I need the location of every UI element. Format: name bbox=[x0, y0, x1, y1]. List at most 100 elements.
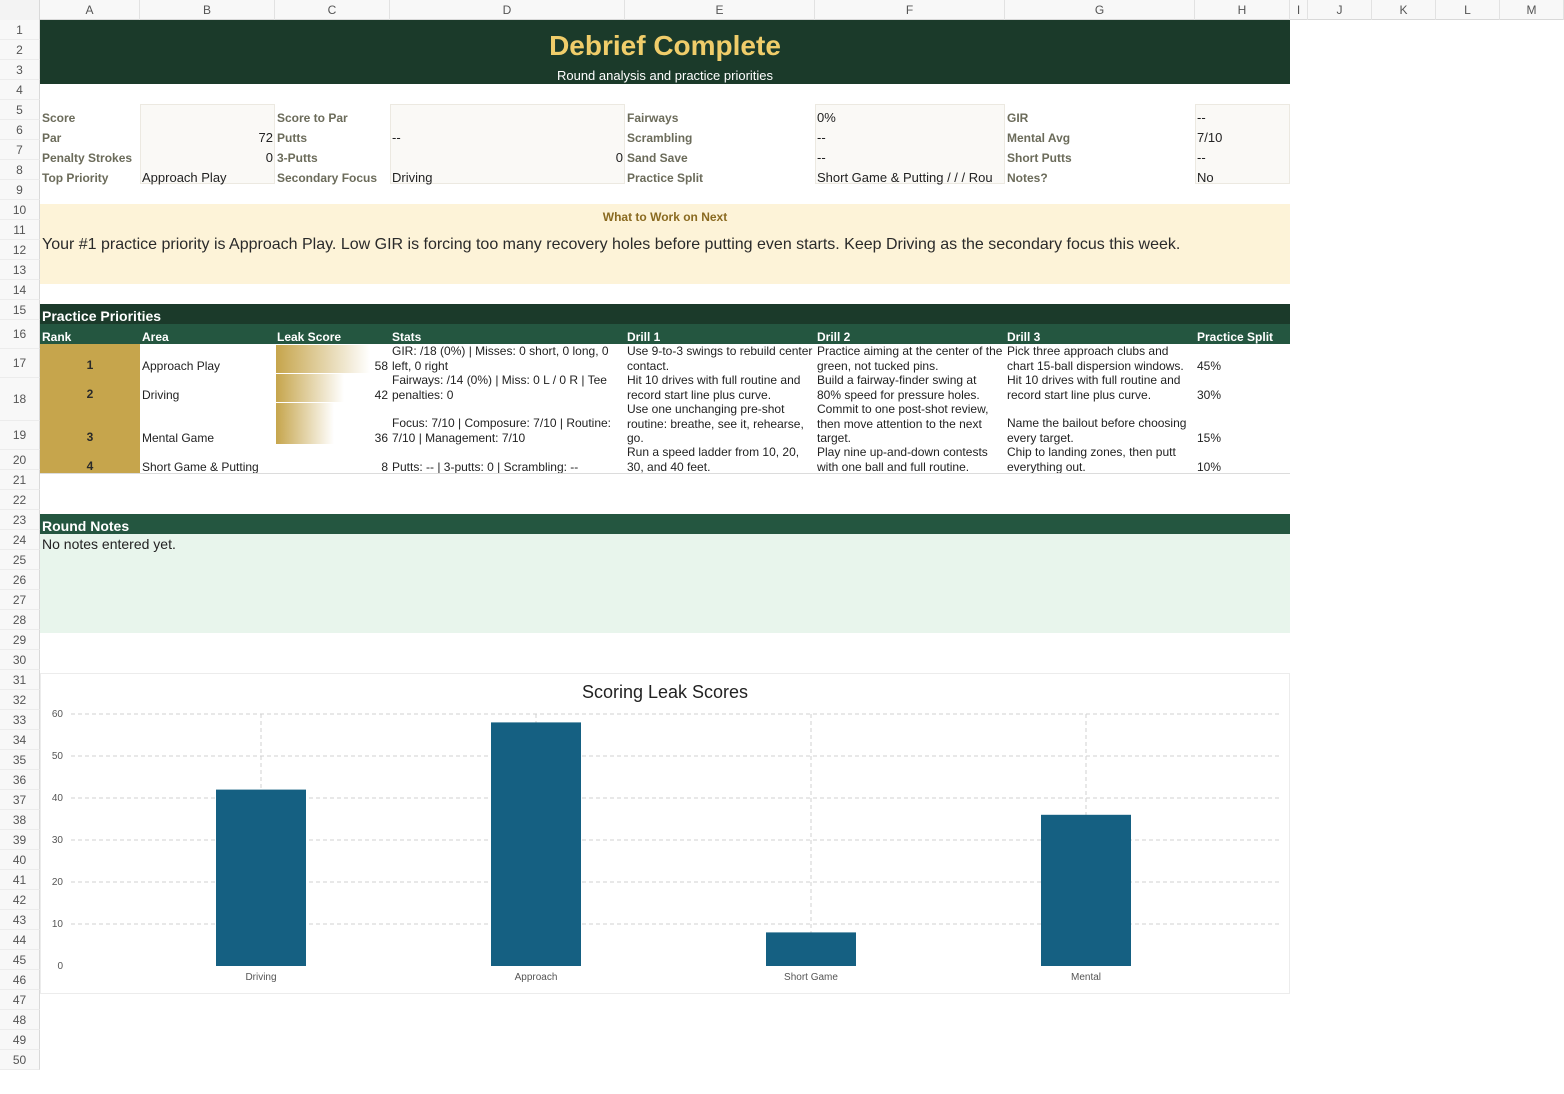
row-header[interactable]: 28 bbox=[0, 610, 40, 630]
par-value[interactable]: 72 bbox=[258, 130, 273, 145]
row-header[interactable]: 14 bbox=[0, 280, 40, 300]
bar-driving[interactable] bbox=[216, 789, 306, 966]
bar-approach[interactable] bbox=[491, 722, 581, 966]
stats-cell[interactable]: Fairways: /14 (0%) | Miss: 0 L / 0 R | T… bbox=[392, 373, 607, 402]
column-header-f[interactable]: F bbox=[815, 0, 1005, 20]
drill-3-cell[interactable]: Pick three approach clubs and chart 15-b… bbox=[1007, 344, 1184, 373]
row-header[interactable]: 45 bbox=[0, 950, 40, 970]
row-header[interactable]: 34 bbox=[0, 730, 40, 750]
row-header[interactable]: 9 bbox=[0, 180, 40, 200]
bar-mental[interactable] bbox=[1041, 814, 1131, 966]
row-header[interactable]: 23 bbox=[0, 510, 40, 530]
area-cell[interactable]: Short Game & Putting bbox=[142, 460, 259, 474]
column-header-m[interactable]: M bbox=[1500, 0, 1564, 20]
row-header[interactable]: 1 bbox=[0, 20, 40, 40]
row-header[interactable]: 48 bbox=[0, 1010, 40, 1030]
stats-cell[interactable]: Putts: -- | 3-putts: 0 | Scrambling: -- bbox=[392, 460, 579, 474]
row-header[interactable]: 7 bbox=[0, 140, 40, 160]
row-header[interactable]: 25 bbox=[0, 550, 40, 570]
row-header[interactable]: 11 bbox=[0, 220, 40, 240]
column-header-e[interactable]: E bbox=[625, 0, 815, 20]
scoring-leak-chart[interactable]: Scoring Leak Scores 0 10 20 30 40 50 60 Driving… bbox=[40, 673, 1290, 994]
row-header[interactable]: 37 bbox=[0, 790, 40, 810]
row-header[interactable]: 32 bbox=[0, 690, 40, 710]
practice-split-cell[interactable]: 15% bbox=[1197, 431, 1222, 445]
row-header[interactable]: 13 bbox=[0, 260, 40, 280]
drill-2-cell[interactable]: Practice aiming at the center of the gre… bbox=[817, 344, 1003, 373]
secondary-focus-value[interactable]: Driving bbox=[392, 170, 433, 185]
mental-avg-value[interactable]: 7/10 bbox=[1197, 130, 1223, 145]
column-header-h[interactable]: H bbox=[1195, 0, 1290, 20]
row-header[interactable]: 8 bbox=[0, 160, 40, 180]
row-header[interactable]: 16 bbox=[0, 320, 40, 349]
row-header[interactable]: 35 bbox=[0, 750, 40, 770]
drill-3-cell[interactable]: Chip to landing zones, then putt everyth… bbox=[1007, 445, 1176, 474]
column-header-j[interactable]: J bbox=[1308, 0, 1372, 20]
row-header[interactable]: 24 bbox=[0, 530, 40, 550]
drill-3-cell[interactable]: Hit 10 drives with full routine and reco… bbox=[1007, 373, 1181, 402]
column-header-k[interactable]: K bbox=[1372, 0, 1436, 20]
notes-flag-value[interactable]: No bbox=[1197, 170, 1214, 185]
area-cell[interactable]: Approach Play bbox=[142, 359, 221, 373]
practice-split-cell[interactable]: 30% bbox=[1197, 388, 1222, 402]
area-cell[interactable]: Driving bbox=[142, 388, 180, 402]
row-header[interactable]: 38 bbox=[0, 810, 40, 830]
rank-cell[interactable]: 1 bbox=[40, 344, 140, 373]
drill-1-cell[interactable]: Run a speed ladder from 10, 20, 30, and … bbox=[627, 445, 800, 474]
row-header[interactable]: 50 bbox=[0, 1050, 40, 1070]
rank-cell[interactable]: 2 bbox=[40, 373, 140, 402]
sand-save-value[interactable]: -- bbox=[817, 150, 826, 165]
stats-cell[interactable]: Focus: 7/10 | Composure: 7/10 | Routine:… bbox=[392, 416, 612, 445]
column-header-g[interactable]: G bbox=[1005, 0, 1195, 20]
leak-score-value[interactable]: 58 bbox=[374, 359, 388, 373]
practice-split-cell[interactable]: 45% bbox=[1197, 359, 1222, 373]
column-header-c[interactable]: C bbox=[275, 0, 390, 20]
row-header[interactable]: 33 bbox=[0, 710, 40, 730]
rank-cell[interactable]: 4 bbox=[40, 445, 140, 474]
row-header[interactable]: 12 bbox=[0, 240, 40, 260]
column-header-i[interactable]: I bbox=[1290, 0, 1308, 20]
row-header[interactable]: 22 bbox=[0, 490, 40, 510]
top-priority-value[interactable]: Approach Play bbox=[142, 170, 227, 185]
row-header[interactable]: 29 bbox=[0, 630, 40, 650]
row-header[interactable]: 2 bbox=[0, 40, 40, 60]
row-header[interactable]: 42 bbox=[0, 890, 40, 910]
drill-3-cell[interactable]: Name the bailout before choosing every t… bbox=[1007, 416, 1187, 445]
practice-split-cell[interactable]: 10% bbox=[1197, 460, 1222, 474]
bar-short-game[interactable] bbox=[766, 932, 856, 966]
leak-score-value[interactable]: 42 bbox=[374, 388, 388, 402]
column-header-d[interactable]: D bbox=[390, 0, 625, 20]
gir-value[interactable]: -- bbox=[1197, 110, 1206, 125]
row-header[interactable]: 36 bbox=[0, 770, 40, 790]
row-header[interactable]: 19 bbox=[0, 421, 40, 450]
stats-cell[interactable]: GIR: /18 (0%) | Misses: 0 short, 0 long,… bbox=[392, 344, 609, 373]
short-putts-value[interactable]: -- bbox=[1197, 150, 1206, 165]
row-header[interactable]: 21 bbox=[0, 470, 40, 490]
row-header[interactable]: 10 bbox=[0, 200, 40, 220]
rank-cell[interactable]: 3 bbox=[40, 402, 140, 445]
putts-value[interactable]: -- bbox=[392, 130, 401, 145]
penalty-value[interactable]: 0 bbox=[265, 150, 273, 165]
row-header[interactable]: 43 bbox=[0, 910, 40, 930]
area-cell[interactable]: Mental Game bbox=[142, 431, 215, 445]
select-all-corner[interactable] bbox=[0, 0, 40, 20]
leak-score-value[interactable]: 36 bbox=[374, 431, 388, 445]
round-notes-area[interactable]: No notes entered yet. bbox=[40, 534, 1290, 633]
drill-2-cell[interactable]: Commit to one post-shot review, then mov… bbox=[817, 402, 989, 445]
drill-2-cell[interactable]: Play nine up-and-down contests with one … bbox=[817, 445, 988, 474]
row-header[interactable]: 31 bbox=[0, 670, 40, 690]
row-header[interactable]: 5 bbox=[0, 100, 40, 120]
fairways-value[interactable]: 0% bbox=[817, 110, 836, 125]
drill-1-cell[interactable]: Use 9-to-3 swings to rebuild center cont… bbox=[627, 344, 813, 373]
row-header[interactable]: 4 bbox=[0, 80, 40, 100]
row-header[interactable]: 39 bbox=[0, 830, 40, 850]
row-header[interactable]: 6 bbox=[0, 120, 40, 140]
row-header[interactable]: 40 bbox=[0, 850, 40, 870]
practice-split-value[interactable]: Short Game & Putting / / / Rou bbox=[817, 170, 993, 185]
drill-1-cell[interactable]: Use one unchanging pre-shot routine: bre… bbox=[627, 402, 804, 445]
row-header[interactable]: 44 bbox=[0, 930, 40, 950]
drill-2-cell[interactable]: Build a fairway-finder swing at 80% spee… bbox=[817, 373, 980, 402]
three-putts-value[interactable]: 0 bbox=[615, 150, 623, 165]
row-header[interactable]: 30 bbox=[0, 650, 40, 670]
column-header-a[interactable]: A bbox=[40, 0, 140, 20]
